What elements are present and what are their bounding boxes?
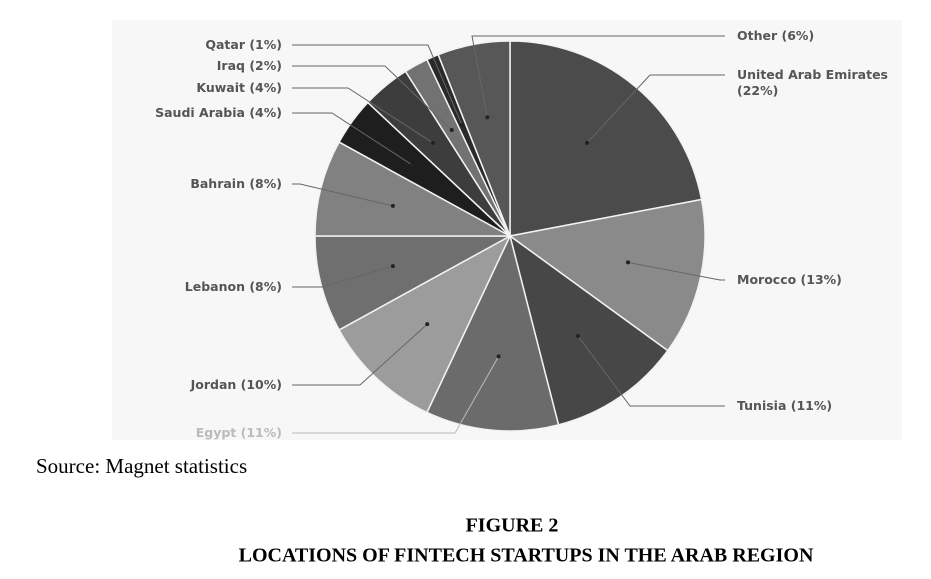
leader-dot (390, 264, 395, 269)
value-label: (13%) (801, 272, 842, 287)
category-name: Jordan (190, 377, 237, 392)
category-name: Qatar (205, 37, 245, 52)
pie-slice (314, 141, 511, 237)
leader-dot (410, 162, 415, 167)
category-name: Kuwait (196, 80, 245, 95)
value-label: (4%) (249, 80, 282, 95)
category-name: United Arab Emirates (737, 67, 888, 82)
leader-dot (449, 128, 454, 133)
leader-line (292, 87, 434, 144)
category-name: Lebanon (185, 279, 245, 294)
value-label: (11%) (241, 425, 282, 440)
category-name: Bahrain (190, 176, 245, 191)
leader-dot (459, 123, 464, 128)
slice-label: Qatar (1%) (205, 37, 282, 52)
slice-label: Saudi Arabia (4%) (155, 105, 282, 120)
value-label: (10%) (241, 377, 282, 392)
leader-line (471, 35, 725, 118)
leader-dot (575, 333, 580, 338)
category-name: Morocco (737, 272, 797, 287)
pie-slice (314, 235, 511, 331)
pie-slice (425, 233, 560, 432)
slice-label: Morocco (13%) (737, 272, 842, 287)
value-label: (6%) (782, 28, 815, 43)
category-name: Iraq (217, 58, 245, 73)
leader-line (577, 335, 725, 407)
leader-dot (425, 322, 430, 327)
category-name: Egypt (196, 425, 237, 440)
value-label: (22%) (737, 83, 778, 98)
pie-slice (508, 234, 669, 426)
category-name: Other (737, 28, 778, 43)
figure-label: FIGURE 2 (466, 515, 559, 537)
pie-slice (508, 198, 706, 352)
category-name: Tunisia (737, 398, 786, 413)
slice-label: Tunisia (11%) (737, 398, 832, 413)
leader-dot (625, 260, 630, 265)
pie-slice (338, 234, 512, 414)
leader-line (292, 265, 394, 288)
leader-dot (585, 140, 590, 145)
value-label: (11%) (791, 398, 832, 413)
value-label: (8%) (249, 176, 282, 191)
leader-line (627, 261, 725, 281)
leader-line (586, 74, 725, 144)
slice-label: Egypt (11%) (196, 425, 282, 440)
leader-dot (496, 354, 501, 359)
value-label: (2%) (249, 58, 282, 73)
source-note: Source: Magnet statistics (36, 454, 247, 478)
leader-line (292, 356, 500, 434)
value-label: (1%) (249, 37, 282, 52)
leader-line (292, 65, 453, 131)
category-name: Saudi Arabia (155, 105, 245, 120)
slice-label: United Arab Emirates (22%) (737, 67, 888, 98)
slice-label: Kuwait (4%) (196, 80, 282, 95)
leader-dot (485, 115, 490, 120)
leader-line (292, 44, 463, 126)
slice-label: Jordan (10%) (190, 377, 282, 392)
leader-line (292, 323, 428, 386)
leader-dot (430, 140, 435, 145)
value-label: (4%) (249, 105, 282, 120)
pie-slice (509, 40, 703, 237)
leader-line (292, 112, 413, 166)
slice-label: Bahrain (8%) (190, 176, 282, 191)
leader-line (292, 183, 394, 207)
slice-label: Lebanon (8%) (185, 279, 282, 294)
value-label: (8%) (249, 279, 282, 294)
chart-title: LOCATIONS OF FINTECH STARTUPS IN THE ARA… (239, 545, 814, 567)
slice-label: Iraq (2%) (217, 58, 282, 73)
leader-dot (390, 203, 395, 208)
pie-chart: United Arab Emirates (22%) Morocco (13%) Tu… (155, 28, 888, 440)
slice-label: Other (6%) (737, 28, 814, 43)
